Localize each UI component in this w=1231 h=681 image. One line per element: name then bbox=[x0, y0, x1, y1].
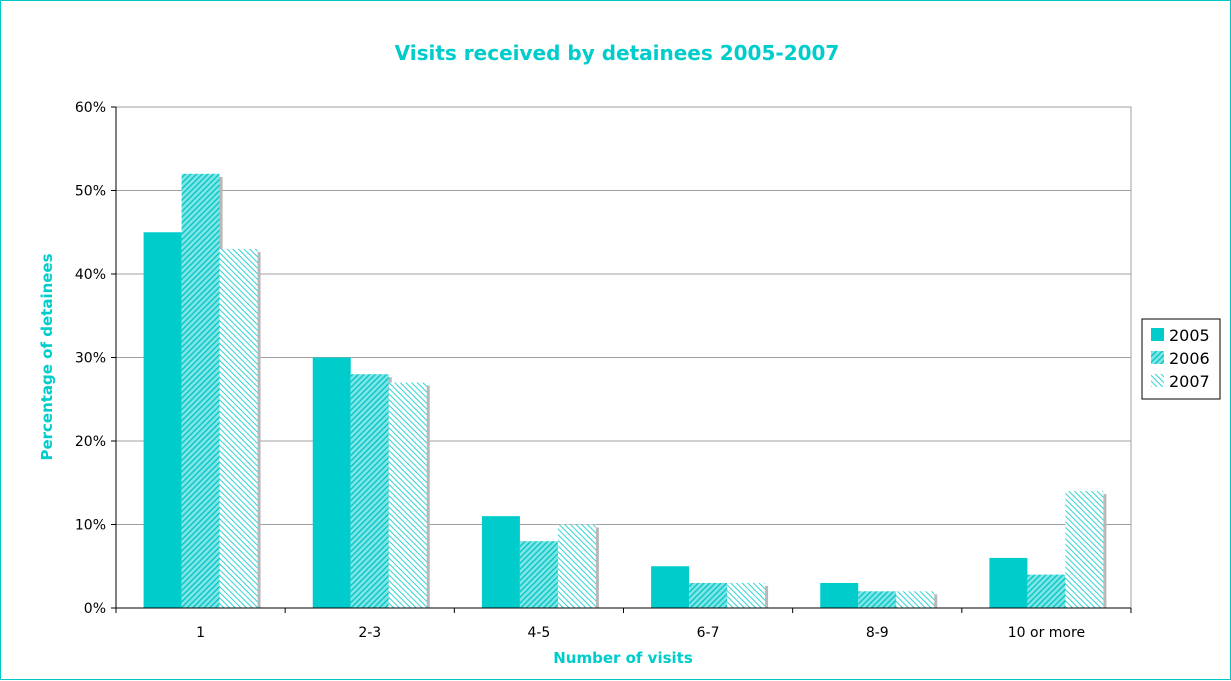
x-tick-label: 1 bbox=[196, 625, 205, 641]
x-tick-label: 8-9 bbox=[866, 625, 889, 641]
bar-2007-4-5 bbox=[557, 524, 596, 608]
bar-2005-2-3 bbox=[312, 357, 351, 608]
legend-label-2005: 2005 bbox=[1169, 326, 1210, 345]
bar-2006-6-7 bbox=[689, 582, 728, 608]
legend-swatch-2006 bbox=[1151, 351, 1164, 364]
bar-2007-8-9 bbox=[896, 591, 935, 608]
x-tick-label: 2-3 bbox=[358, 625, 381, 641]
bar-2007-1 bbox=[219, 248, 258, 608]
bar-2007-2-3 bbox=[388, 382, 427, 608]
bar-2007-10-or-more bbox=[1065, 491, 1104, 608]
bar-2005-8-9 bbox=[820, 582, 859, 608]
y-axis-title: Percentage of detainees bbox=[38, 253, 56, 460]
legend-label-2006: 2006 bbox=[1169, 349, 1210, 368]
y-tick-label: 40% bbox=[75, 267, 106, 283]
bar-2005-10-or-more bbox=[989, 557, 1028, 608]
x-tick-label: 10 or more bbox=[1008, 625, 1085, 641]
legend-swatch-2005 bbox=[1151, 328, 1164, 341]
legend-swatch-2007 bbox=[1151, 374, 1164, 387]
y-tick-label: 50% bbox=[75, 184, 106, 200]
bar-2005-1 bbox=[143, 232, 182, 608]
legend: 2005 2006 2007 bbox=[1141, 318, 1221, 400]
bar-2005-4-5 bbox=[481, 516, 520, 608]
x-axis-ticks: 1 2-3 4-5 6-7 8-9 10 or more bbox=[115, 608, 1132, 641]
bars bbox=[143, 173, 1107, 609]
y-tick-label: 30% bbox=[75, 351, 106, 367]
gridlines bbox=[116, 190, 1131, 525]
bar-2007-6-7 bbox=[727, 582, 766, 608]
x-axis-title: Number of visits bbox=[553, 649, 693, 667]
legend-label-2007: 2007 bbox=[1169, 372, 1210, 391]
y-tick-label: 20% bbox=[75, 434, 106, 450]
bar-2006-4-5 bbox=[519, 541, 558, 608]
bar-2006-1 bbox=[181, 173, 220, 609]
y-tick-label: 60% bbox=[75, 100, 106, 116]
bar-2006-8-9 bbox=[858, 591, 897, 608]
chart-title: Visits received by detainees 2005-2007 bbox=[395, 41, 840, 65]
bar-2006-2-3 bbox=[350, 374, 389, 608]
x-tick-label: 6-7 bbox=[697, 625, 720, 641]
y-axis-ticks: 0% 10% 20% 30% 40% 50% 60% bbox=[75, 100, 116, 617]
bar-2005-6-7 bbox=[651, 566, 690, 608]
bar-2006-10-or-more bbox=[1027, 574, 1066, 608]
y-tick-label: 0% bbox=[84, 601, 106, 617]
x-tick-label: 4-5 bbox=[527, 625, 550, 641]
y-tick-label: 10% bbox=[75, 518, 106, 534]
